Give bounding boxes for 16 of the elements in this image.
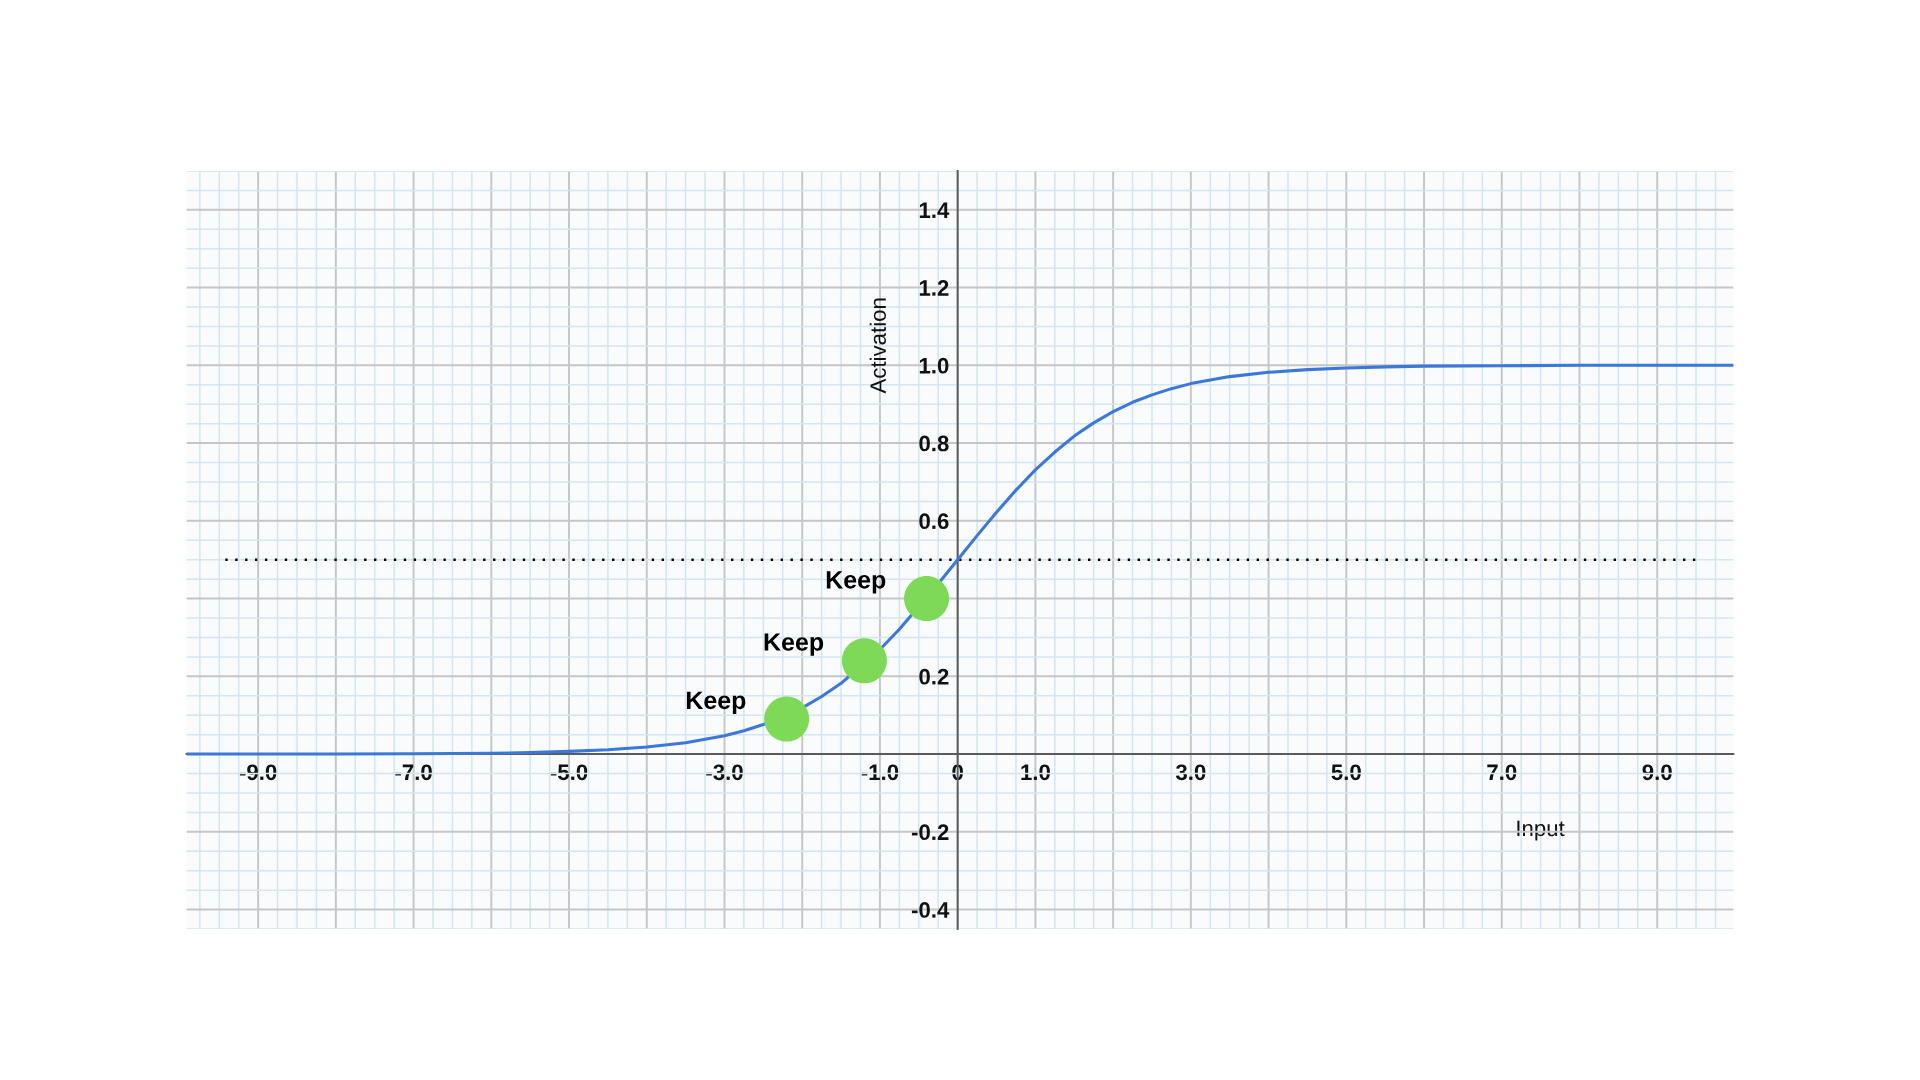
point [841, 638, 887, 684]
point [764, 696, 810, 742]
annotation: Keep [764, 633, 824, 656]
x-tick-label: 5.0 [1331, 764, 1361, 781]
y-axis-title: Activation [869, 298, 886, 394]
y-tick-label: 0.6 [919, 513, 949, 530]
annotation: Keep [686, 691, 746, 715]
y-tick-label: 1.2 [919, 280, 949, 296]
y-tick-label: 0.8 [919, 435, 949, 452]
y-tick-label: 0.2 [919, 668, 949, 685]
y-tick-label: 1.0 [919, 357, 949, 374]
y-tick-label: -0.4 [911, 902, 950, 918]
y-tick-label: 1.4 [919, 202, 950, 218]
annotation: Keep [826, 571, 886, 594]
point [904, 576, 950, 622]
y-tick-label: -0.2 [911, 824, 949, 841]
